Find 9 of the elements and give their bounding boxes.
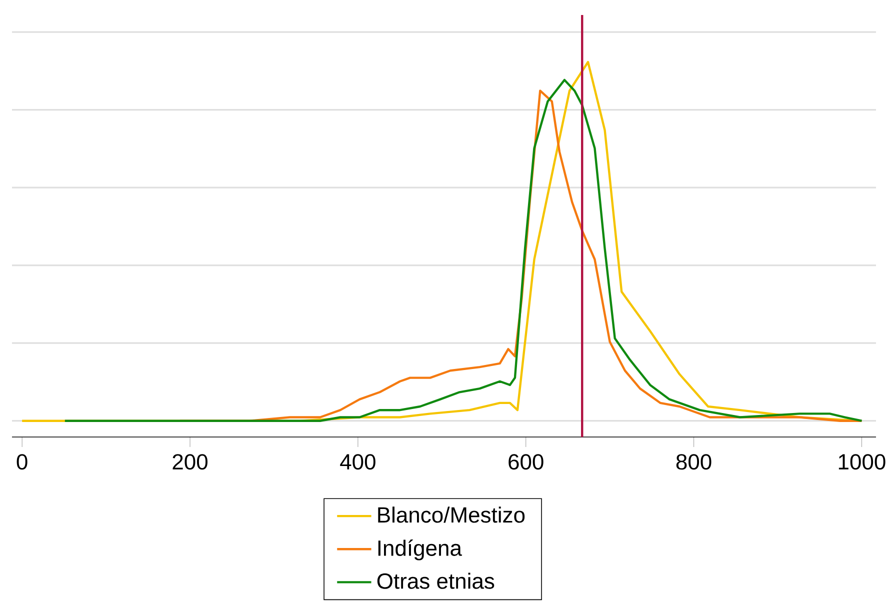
legend-label: Indígena <box>378 540 462 560</box>
legend-label: Otras etnias <box>377 572 494 589</box>
x-tick-label: 1000 <box>838 454 886 470</box>
x-tick-label: 600 <box>508 454 544 470</box>
legend-label: Blanco/Mestizo <box>378 506 525 523</box>
x-tick-label: 400 <box>340 454 376 470</box>
x-tick-label: 0 <box>16 454 28 470</box>
x-tick-label: 200 <box>172 454 208 470</box>
x-tick-label: 800 <box>676 454 712 470</box>
